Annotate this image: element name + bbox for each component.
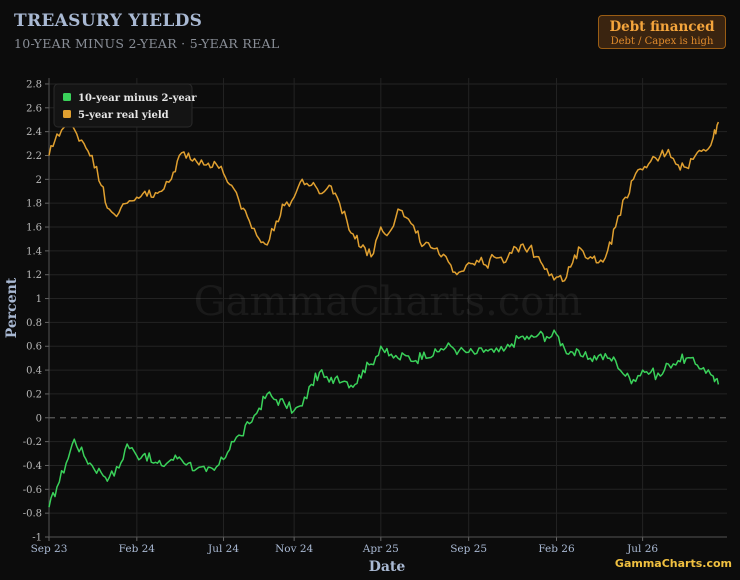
y-tick-label: -0.2 <box>23 437 42 448</box>
y-tick-label: 2 <box>36 175 42 186</box>
y-tick-label: 1.8 <box>26 199 42 210</box>
chart-subtitle: 10-YEAR MINUS 2-YEAR · 5-YEAR REAL <box>14 36 280 51</box>
x-tick-label: Jul 26 <box>626 543 658 555</box>
series-line-real-yield <box>48 121 720 283</box>
y-tick-label: -0.8 <box>23 509 42 520</box>
y-tick-label: 2.8 <box>26 79 42 90</box>
x-tick-label: Feb 26 <box>538 543 575 555</box>
series-lines <box>48 121 720 508</box>
x-tick-label: Feb 24 <box>119 543 156 555</box>
y-tick-label: -0.6 <box>23 485 42 496</box>
watermark: GammaCharts.com <box>194 279 583 325</box>
badge-title: Debt financed <box>609 19 715 35</box>
y-tick-label: 0.4 <box>26 366 42 377</box>
y-tick-label: 2.4 <box>26 127 42 138</box>
legend: 10-year minus 2-year 5-year real yield <box>53 83 197 128</box>
y-tick-label: 1.4 <box>26 246 42 257</box>
badge-subtitle: Debt / Capex is high <box>610 36 714 47</box>
y-tick-label: 0.8 <box>26 318 42 329</box>
y-axis-title: Percent <box>4 277 20 338</box>
x-axis-title: Date <box>369 559 406 575</box>
legend-box <box>53 83 193 128</box>
y-tick-label: -1 <box>32 533 42 544</box>
x-tick-label: Sep 25 <box>450 543 487 555</box>
y-tick-label: 1.6 <box>26 223 42 234</box>
y-tick-label: 2.2 <box>26 151 42 162</box>
y-tick-label: -0.4 <box>23 461 42 472</box>
y-tick-label: 0.2 <box>26 389 42 400</box>
y-tick-label: 0.6 <box>26 342 42 353</box>
y-tick-label: 1.2 <box>26 270 42 281</box>
status-badge: Debt financed Debt / Capex is high <box>598 15 726 49</box>
y-tick-label: 2.6 <box>26 103 42 114</box>
footer-logo: GammaCharts.com <box>614 557 732 570</box>
legend-swatch-spread <box>63 93 71 101</box>
x-tick-label: Nov 24 <box>275 543 313 555</box>
x-tick-label: Apr 25 <box>362 543 399 555</box>
y-tick-label: 0 <box>36 413 42 424</box>
y-tick-label: 1 <box>36 294 42 305</box>
legend-label-real-yield: 5-year real yield <box>78 110 169 121</box>
chart-title: TREASURY YIELDS <box>14 11 203 31</box>
series-line-spread <box>48 329 720 508</box>
legend-label-spread: 10-year minus 2-year <box>78 93 197 104</box>
legend-swatch-real-yield <box>63 110 71 118</box>
x-tick-label: Sep 23 <box>31 543 68 555</box>
axes: -1 -0.8 -0.6 -0.4 -0.2 0 0.2 0.4 0.6 0.8 1 1.2 1.4 1.… <box>23 78 727 555</box>
x-tick-label: Jul 24 <box>207 543 239 555</box>
